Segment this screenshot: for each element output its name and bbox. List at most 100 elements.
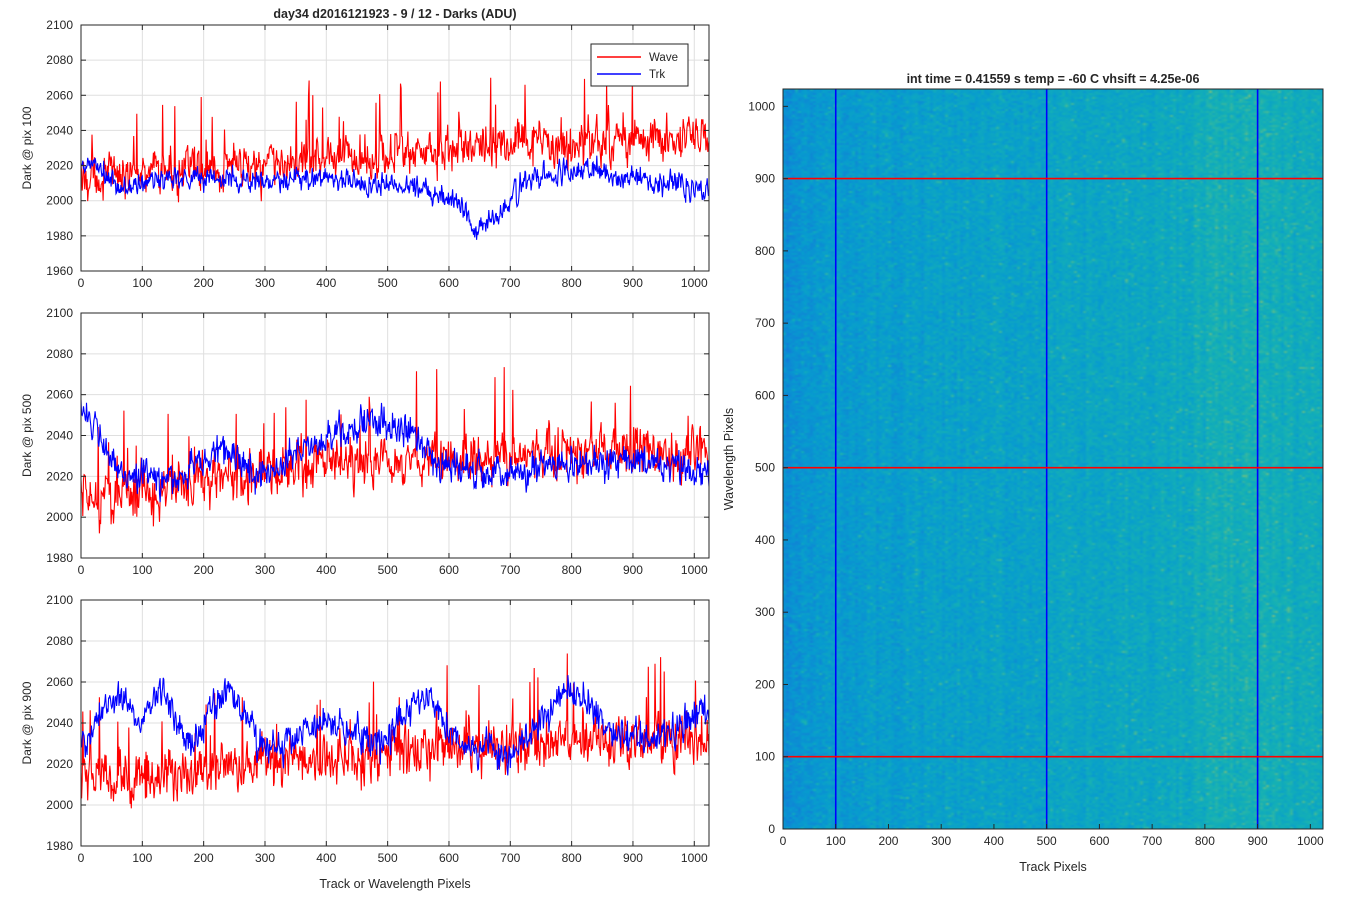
legend-label-trk: Trk bbox=[649, 69, 665, 81]
x-tick-label: 0 bbox=[780, 834, 787, 848]
x-tick-label: 900 bbox=[623, 851, 643, 865]
y-tick-label: 2020 bbox=[46, 469, 73, 483]
y-tick-label: 100 bbox=[755, 750, 775, 764]
y-tick-label: 400 bbox=[755, 533, 775, 547]
x-tick-label: 400 bbox=[316, 851, 336, 865]
x-tick-label: 200 bbox=[194, 276, 214, 290]
y-tick-label: 200 bbox=[755, 677, 775, 691]
x-tick-label: 800 bbox=[1195, 834, 1215, 848]
x-tick-label: 700 bbox=[500, 563, 520, 577]
y-tick-label: 2060 bbox=[46, 388, 73, 402]
x-tick-label: 400 bbox=[316, 563, 336, 577]
y-tick-label: 800 bbox=[755, 244, 775, 258]
series-line-trk bbox=[81, 399, 709, 503]
x-tick-label: 300 bbox=[255, 563, 275, 577]
y-tick-label: 2000 bbox=[46, 798, 73, 812]
x-tick-label: 100 bbox=[132, 276, 152, 290]
y-tick-label: 2100 bbox=[46, 18, 73, 32]
y-tick-label: 2000 bbox=[46, 194, 73, 208]
line-chart-pix-500: 0 100 200 300 400 500 600 700 800 900 1000 1980 2000… bbox=[20, 306, 710, 577]
x-tick-label: 600 bbox=[439, 851, 459, 865]
x-tick-label: 1000 bbox=[681, 563, 708, 577]
y-tick-label: 500 bbox=[755, 461, 775, 475]
y-tick-label: 2020 bbox=[46, 159, 73, 173]
x-tick-label: 1000 bbox=[681, 276, 708, 290]
x-tick-label: 600 bbox=[439, 563, 459, 577]
x-tick-label: 500 bbox=[378, 563, 398, 577]
y-tick-label: 1980 bbox=[46, 229, 73, 243]
x-tick-label: 300 bbox=[255, 851, 275, 865]
x-tick-label: 400 bbox=[316, 276, 336, 290]
heatmap-chart: 0 100 200 300 400 500 600 700 800 900 1000 0 100 200 3… bbox=[722, 72, 1324, 874]
x-tick-label: 600 bbox=[439, 276, 459, 290]
x-tick-label: 800 bbox=[562, 276, 582, 290]
y-axis-label: Wavelength Pixels bbox=[722, 408, 736, 510]
y-axis-label: Dark @ pix 500 bbox=[20, 394, 34, 477]
y-tick-label: 2080 bbox=[46, 634, 73, 648]
y-tick-label: 2000 bbox=[46, 510, 73, 524]
x-tick-label: 300 bbox=[931, 834, 951, 848]
y-tick-label: 2040 bbox=[46, 429, 73, 443]
x-tick-label: 700 bbox=[500, 276, 520, 290]
x-tick-label: 800 bbox=[562, 563, 582, 577]
y-tick-label: 600 bbox=[755, 388, 775, 402]
series-line-trk bbox=[81, 675, 709, 776]
x-tick-label: 1000 bbox=[681, 851, 708, 865]
x-tick-label: 0 bbox=[78, 563, 85, 577]
y-tick-label: 300 bbox=[755, 605, 775, 619]
figure-title: day34 d2016121923 - 9 / 12 - Darks (ADU) bbox=[273, 7, 516, 21]
x-tick-label: 400 bbox=[984, 834, 1004, 848]
y-tick-label: 900 bbox=[755, 172, 775, 186]
x-tick-label: 0 bbox=[78, 851, 85, 865]
x-tick-label: 900 bbox=[623, 276, 643, 290]
x-tick-label: 0 bbox=[78, 276, 85, 290]
axes-frame bbox=[782, 88, 1324, 830]
y-tick-label: 2100 bbox=[46, 306, 73, 320]
y-tick-label: 2040 bbox=[46, 716, 73, 730]
y-tick-label: 2060 bbox=[46, 675, 73, 689]
x-tick-label: 200 bbox=[194, 851, 214, 865]
y-tick-label: 1980 bbox=[46, 839, 73, 853]
y-tick-label: 2060 bbox=[46, 88, 73, 102]
y-tick-label: 2080 bbox=[46, 347, 73, 361]
x-tick-label: 700 bbox=[500, 851, 520, 865]
x-tick-label: 100 bbox=[826, 834, 846, 848]
series-line-trk bbox=[81, 155, 709, 240]
x-tick-label: 500 bbox=[378, 276, 398, 290]
y-tick-label: 700 bbox=[755, 316, 775, 330]
y-axis-label: Dark @ pix 900 bbox=[20, 681, 34, 764]
line-chart-pix-900: 0 100 200 300 400 500 600 700 800 900 1000 1980 2000… bbox=[20, 593, 710, 891]
y-tick-label: 2020 bbox=[46, 757, 73, 771]
x-tick-label: 900 bbox=[623, 563, 643, 577]
y-tick-label: 2080 bbox=[46, 53, 73, 67]
y-tick-label: 2100 bbox=[46, 593, 73, 607]
legend-box bbox=[590, 43, 689, 87]
x-tick-label: 200 bbox=[194, 563, 214, 577]
heatmap-title: int time = 0.41559 s temp = -60 C vhsift… bbox=[907, 72, 1200, 86]
x-tick-label: 700 bbox=[1142, 834, 1162, 848]
x-tick-label: 900 bbox=[1248, 834, 1268, 848]
x-tick-label: 100 bbox=[132, 851, 152, 865]
legend-label-wave: Wave bbox=[649, 52, 678, 64]
x-tick-label: 500 bbox=[1037, 834, 1057, 848]
x-tick-label: 1000 bbox=[1297, 834, 1324, 848]
series-line-wave bbox=[81, 77, 709, 203]
x-tick-label: 500 bbox=[378, 851, 398, 865]
y-tick-label: 1960 bbox=[46, 264, 73, 278]
x-axis-label: Track or Wavelength Pixels bbox=[319, 877, 470, 891]
x-axis-label: Track Pixels bbox=[1019, 860, 1087, 874]
y-tick-label: 1000 bbox=[748, 99, 775, 113]
series-line-wave bbox=[81, 653, 709, 809]
heatmap-image bbox=[783, 89, 1323, 829]
legend: Wave Trk bbox=[590, 43, 689, 87]
x-tick-label: 200 bbox=[878, 834, 898, 848]
x-tick-label: 800 bbox=[562, 851, 582, 865]
x-tick-label: 100 bbox=[132, 563, 152, 577]
x-tick-label: 300 bbox=[255, 276, 275, 290]
y-tick-label: 2040 bbox=[46, 123, 73, 137]
y-tick-label: 1980 bbox=[46, 551, 73, 565]
axes-frame bbox=[80, 24, 710, 272]
line-chart-pix-100: 0 100 200 300 400 500 600 700 800 900 1000 1960 1980… bbox=[20, 18, 710, 290]
heatmap-image-container bbox=[783, 89, 1323, 829]
